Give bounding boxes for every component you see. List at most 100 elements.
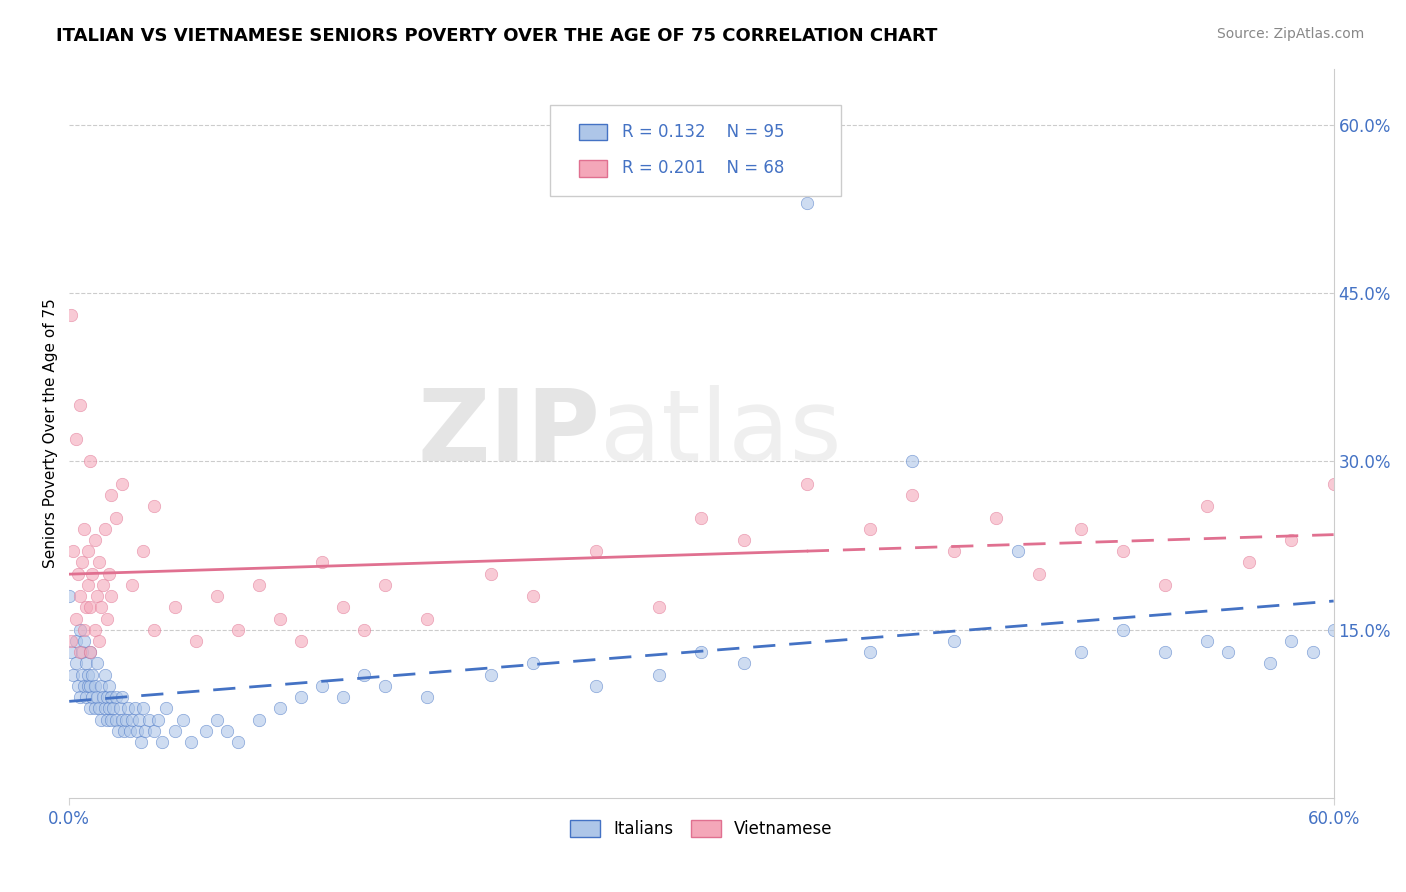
Point [1323,623,1346,637]
Point [1323,476,1346,491]
Point [648,667,671,681]
Point [77,578,100,592]
Point [60,645,83,659]
Point [79,679,101,693]
Point [62,544,84,558]
Point [91,690,114,705]
Point [226,735,249,749]
Point [100,488,122,502]
Text: ZIP: ZIP [418,384,600,482]
Point [75,600,97,615]
Point [94,667,117,681]
Point [82,690,104,705]
Point [132,544,155,558]
Point [374,679,396,693]
Point [690,510,713,524]
Point [943,544,966,558]
Point [96,611,118,625]
Point [100,713,122,727]
Point [332,600,354,615]
Point [90,600,112,615]
Point [121,713,143,727]
Point [82,667,104,681]
Point [311,679,333,693]
Point [69,623,91,637]
Point [75,690,97,705]
Point [205,713,228,727]
Point [146,713,169,727]
Point [86,690,108,705]
Point [180,735,202,749]
Point [859,645,882,659]
Point [104,713,127,727]
Point [124,701,146,715]
Point [69,645,91,659]
Point [70,556,93,570]
Point [172,713,194,727]
Point [1281,634,1303,648]
Point [73,522,96,536]
Point [87,701,110,715]
Point [108,701,131,715]
Point [585,544,607,558]
Point [142,723,165,738]
Point [163,723,186,738]
Point [1218,645,1240,659]
Point [125,723,148,738]
Text: R = 0.132    N = 95: R = 0.132 N = 95 [621,123,785,141]
Point [103,701,125,715]
Point [332,690,354,705]
Point [111,690,134,705]
Point [479,667,502,681]
Point [66,679,89,693]
Point [1260,657,1282,671]
Point [60,634,83,648]
Point [87,634,110,648]
Point [986,510,1008,524]
Legend: Italians, Vietnamese: Italians, Vietnamese [564,813,839,845]
Point [91,578,114,592]
Point [353,667,375,681]
Point [129,735,152,749]
Point [585,679,607,693]
Point [1154,578,1177,592]
Point [100,589,122,603]
FancyBboxPatch shape [579,161,606,177]
Point [901,454,924,468]
Point [98,701,121,715]
Point [104,510,127,524]
Point [247,713,270,727]
Point [104,690,127,705]
Point [155,701,177,715]
Point [73,623,96,637]
Point [522,589,544,603]
Point [150,735,173,749]
Point [96,713,118,727]
Point [1007,544,1029,558]
Point [112,723,135,738]
Point [96,690,118,705]
Point [82,566,104,581]
Point [73,679,96,693]
Point [98,679,121,693]
Point [195,723,218,738]
Point [733,533,755,547]
Point [943,634,966,648]
Point [70,667,93,681]
Point [142,623,165,637]
Point [77,667,100,681]
Point [134,723,156,738]
Point [416,690,439,705]
Point [65,432,87,446]
Point [117,701,139,715]
Point [121,578,143,592]
Text: atlas: atlas [600,384,842,482]
Point [98,566,121,581]
Point [796,196,818,211]
Point [142,500,165,514]
Point [73,634,96,648]
Point [1112,623,1135,637]
Text: Source: ZipAtlas.com: Source: ZipAtlas.com [1216,27,1364,41]
Point [111,713,134,727]
FancyBboxPatch shape [550,105,841,196]
